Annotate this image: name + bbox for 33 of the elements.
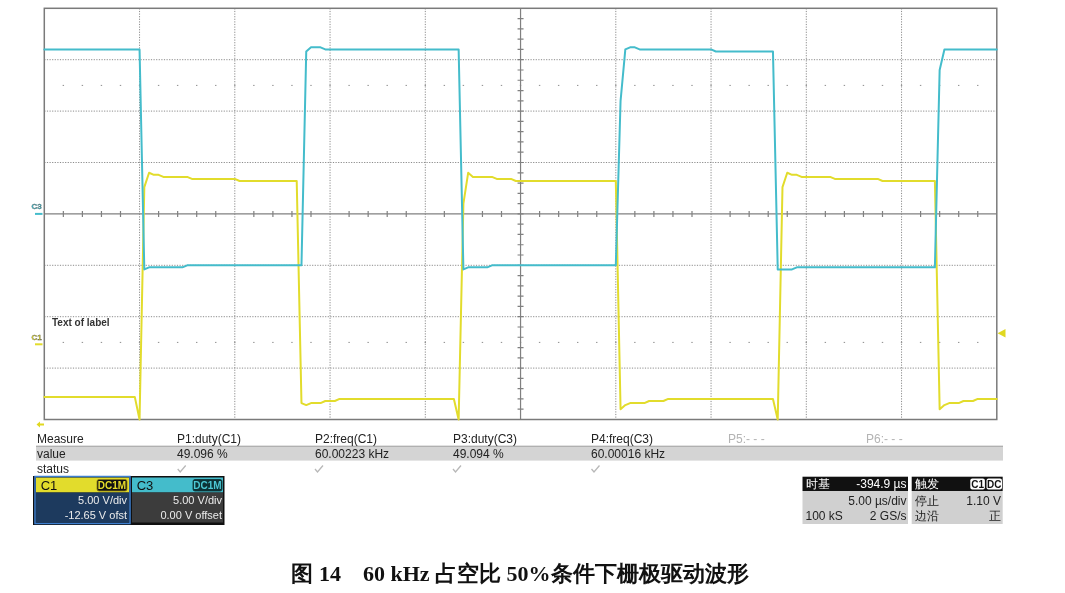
text: 时基: [805, 477, 830, 491]
text: 49.096 %: [177, 446, 229, 461]
text: 停止: [914, 493, 939, 508]
text: -394.9 µs: [856, 477, 907, 491]
text: 触发: [914, 477, 939, 491]
text: P3:duty(C3): [453, 431, 518, 446]
text: Measure: [37, 431, 85, 446]
text: P2:freq(C1): [315, 431, 378, 446]
text: 0.00 V offset: [160, 508, 222, 521]
text: 60.00016 kHz: [591, 446, 666, 461]
text: status: [37, 461, 70, 476]
text: C3: [31, 201, 43, 211]
text: 100 kS: [805, 508, 843, 523]
text: P6:- - -: [866, 431, 903, 446]
text: P4:freq(C3): [591, 431, 654, 446]
text: C3: [136, 477, 154, 493]
text: C1: [40, 477, 58, 493]
annotation: Text of label: [52, 317, 110, 328]
text: 60.00223 kHz: [315, 446, 390, 461]
text: 5.00 µs/div: [848, 493, 907, 508]
text: P5:- - -: [728, 431, 765, 446]
text: 边沿: [914, 508, 939, 523]
text: 2 GS/s: [869, 508, 907, 523]
text: value: [37, 446, 67, 461]
text: 正: [989, 508, 1001, 523]
text: 49.094 %: [453, 446, 505, 461]
text: -12.65 V ofst: [64, 508, 127, 521]
text: C1: [31, 332, 43, 342]
text: 5.00 V/div: [78, 493, 128, 506]
text: 5.00 V/div: [173, 493, 223, 506]
text: 图 14 60 kHz 占空比 50%条件下栅极驱动波形: [291, 561, 749, 586]
text: 1.10 V: [966, 493, 1001, 508]
text: P1:duty(C1): [177, 431, 242, 446]
